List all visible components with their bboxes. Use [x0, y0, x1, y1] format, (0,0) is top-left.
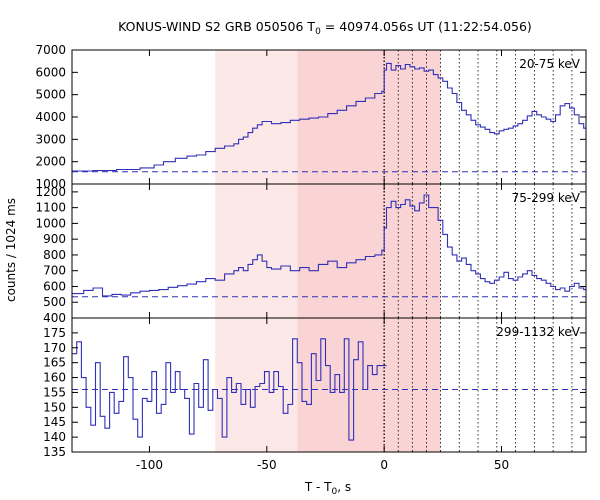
chart-title-subscript: 0	[315, 27, 321, 37]
x-axis-label-suffix: , s	[337, 480, 351, 494]
x-axis-label-main: T - T	[304, 480, 332, 494]
background-interval-1	[215, 184, 298, 318]
chart-title-main: KONUS-WIND S2 GRB 050506 T	[118, 19, 315, 34]
y-tick-label: 145	[43, 415, 66, 429]
y-tick-label: 175	[43, 326, 66, 340]
y-tick-label: 600	[43, 279, 66, 293]
y-tick-label: 900	[43, 232, 66, 246]
chart-title-suffix: = 40974.056s UT (11:22:54.056)	[321, 19, 532, 34]
y-axis-label: counts / 1024 ms	[4, 198, 18, 302]
y-tick-label: 150	[43, 400, 66, 414]
background-interval-2	[297, 318, 441, 452]
y-tick-label: 7000	[35, 43, 66, 57]
x-tick-label: -50	[257, 458, 277, 472]
energy-band-label: 299-1132 keV	[496, 325, 580, 339]
light-curve-series	[72, 338, 387, 441]
y-tick-label: 500	[43, 295, 66, 309]
x-axis-label: T - T0, s	[304, 480, 351, 497]
y-tick-label: 6000	[35, 65, 66, 79]
y-tick-label: 800	[43, 248, 66, 262]
y-tick-label: 3000	[35, 132, 66, 146]
background-interval-1	[215, 50, 298, 184]
y-tick-label: 400	[43, 311, 66, 325]
y-tick-label: 1200	[35, 185, 66, 199]
y-tick-label: 135	[43, 445, 66, 459]
light-curve-series	[72, 194, 586, 297]
y-tick-label: 5000	[35, 88, 66, 102]
background-interval-2	[297, 184, 441, 318]
y-tick-label: 140	[43, 430, 66, 444]
y-tick-label: 160	[43, 371, 66, 385]
y-tick-label: 1000	[35, 177, 66, 191]
y-tick-label: 4000	[35, 110, 66, 124]
x-axis-label-subscript: 0	[332, 487, 338, 497]
x-tick-label: 0	[380, 458, 388, 472]
y-tick-label: 2000	[35, 155, 66, 169]
y-tick-label: 700	[43, 264, 66, 278]
x-tick-label: 50	[494, 458, 509, 472]
background-interval-1	[215, 318, 298, 452]
x-tick-label: -100	[136, 458, 163, 472]
chart-title: KONUS-WIND S2 GRB 050506 T0 = 40974.056s…	[118, 19, 532, 37]
y-tick-label: 1100	[35, 201, 66, 215]
energy-band-label: 75-299 keV	[512, 191, 581, 205]
panel-frame	[71, 317, 587, 453]
energy-band-label: 20-75 keV	[519, 57, 581, 71]
panel-1: 1000 2000 3000 4000 5000 6000 7000 20-75 keV	[35, 43, 587, 191]
y-tick-label: 155	[43, 385, 66, 399]
y-tick-label: 165	[43, 356, 66, 370]
y-tick-label: 170	[43, 341, 66, 355]
y-tick-label: 1000	[35, 216, 66, 230]
light-curve-series	[72, 62, 586, 172]
